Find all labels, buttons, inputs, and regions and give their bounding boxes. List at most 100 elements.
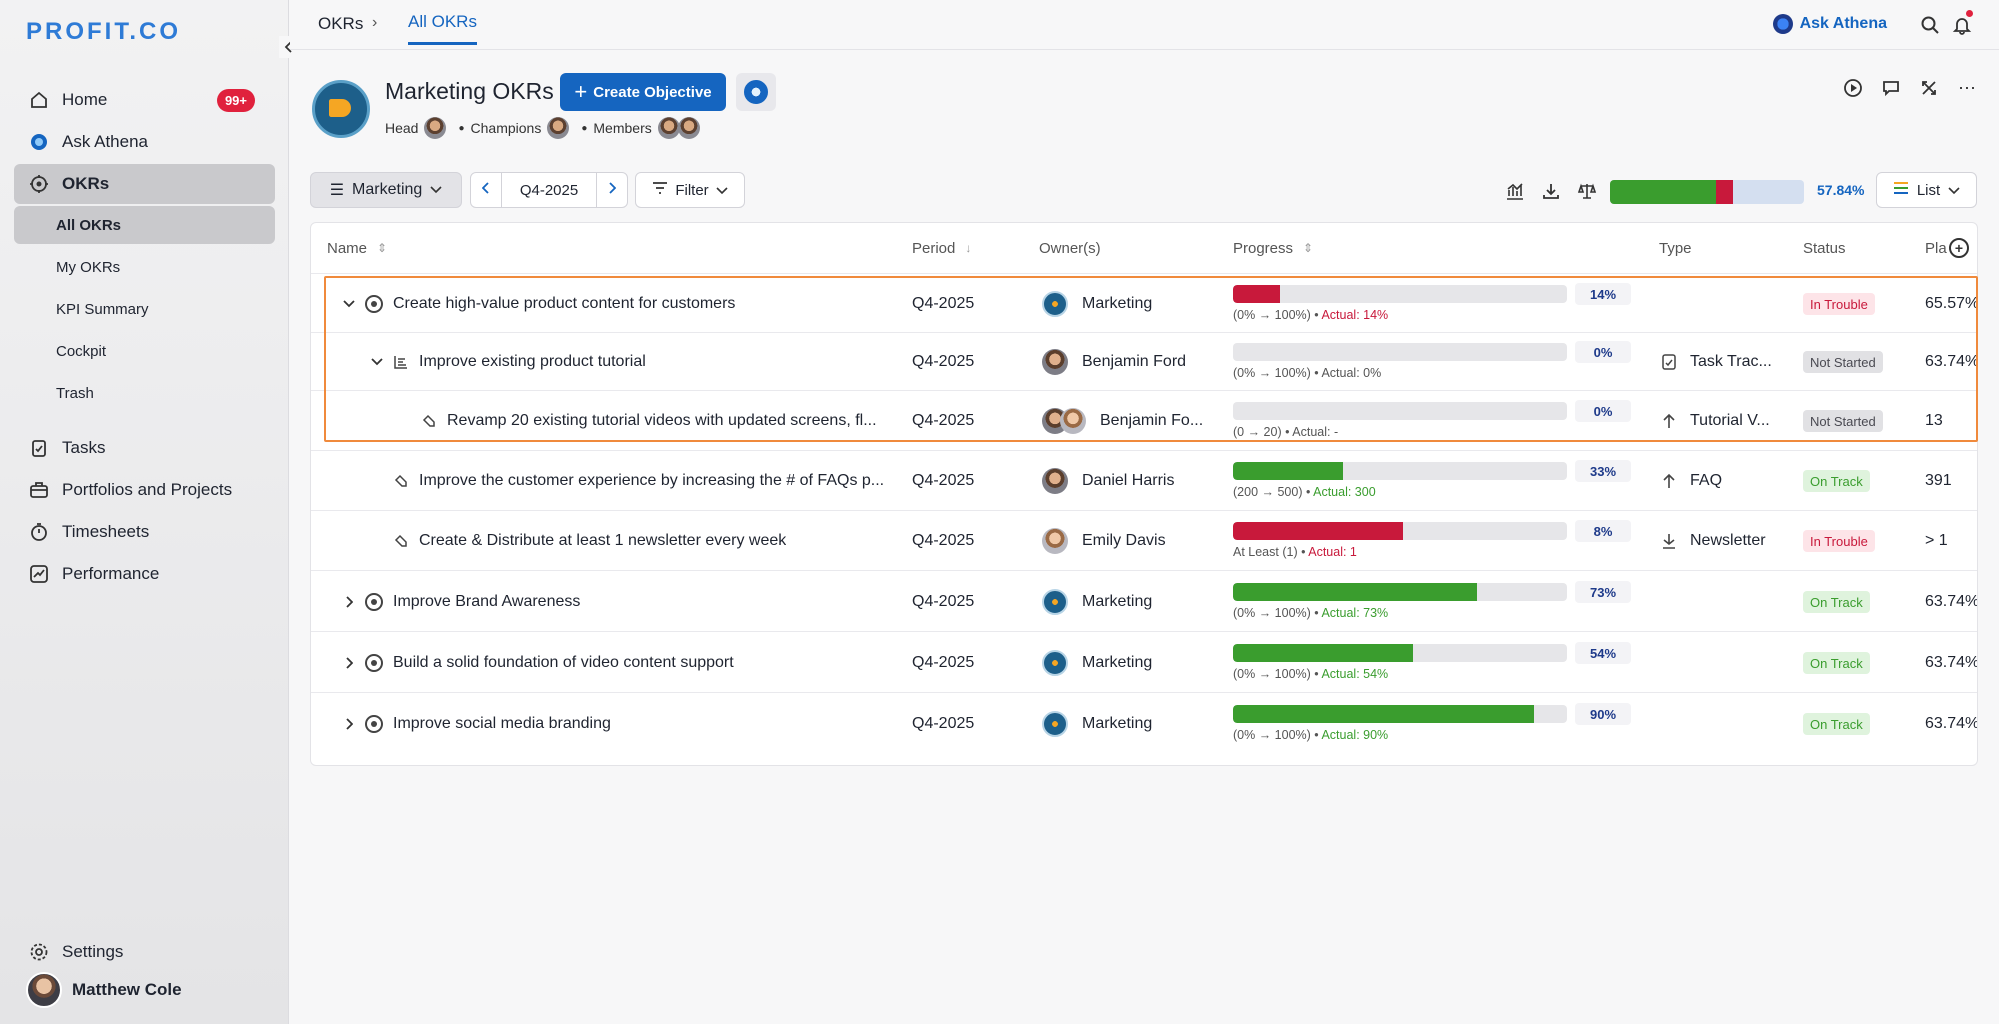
table-row[interactable]: Create high-value product content for cu… (311, 273, 1977, 332)
chevron-down-icon (716, 182, 728, 199)
sidebar-item-timesheets[interactable]: Timesheets (14, 512, 275, 552)
column-label: Status (1803, 239, 1846, 257)
avatar (26, 972, 62, 1008)
owner-cell[interactable]: Marketing (1042, 290, 1222, 318)
sidebar-item-portfolios[interactable]: Portfolios and Projects (14, 470, 275, 510)
column-header-name[interactable]: Name ⇕ (327, 223, 387, 273)
column-header-type[interactable]: Type (1659, 223, 1692, 273)
sidebar-sub-trash[interactable]: Trash (56, 384, 94, 402)
table-row[interactable]: Build a solid foundation of video conten… (311, 631, 1977, 692)
period-selector[interactable]: Q4-2025 (501, 172, 597, 208)
chevron-right-icon[interactable] (339, 592, 359, 612)
okr-name[interactable]: Revamp 20 existing tutorial videos with … (447, 412, 877, 429)
menu-icon: ☰ (329, 182, 345, 199)
plus-icon: + (574, 79, 588, 104)
collapse-arrows-icon[interactable] (1917, 76, 1941, 100)
progress-detail: (0% → 100%) • Actual: 14% (1233, 308, 1388, 322)
owner-cell[interactable]: Marketing (1042, 588, 1222, 616)
chevron-right-icon[interactable] (339, 653, 359, 673)
progress-range: At Least (1) • (1233, 545, 1309, 559)
objective-target-icon (365, 593, 383, 611)
table-row[interactable]: Improve social media branding Q4-2025 Mark… (311, 692, 1977, 753)
athena-robot-icon (744, 80, 768, 104)
sidebar-item-home[interactable]: Home 99+ (14, 80, 275, 120)
download-icon[interactable] (1540, 180, 1562, 202)
user-profile[interactable]: Matthew Cole (26, 972, 182, 1008)
next-period-button[interactable] (596, 172, 628, 208)
topbar: OKRs › All OKRs Ask Athena (290, 0, 1999, 50)
analytics-icon[interactable] (1504, 180, 1526, 202)
brand-logo[interactable]: PROFIT.CO (26, 18, 182, 45)
progress-percent: 8% (1575, 520, 1631, 542)
sidebar-item-settings[interactable]: Settings (14, 932, 275, 972)
head-avatar[interactable] (424, 117, 447, 139)
owner-cell[interactable]: Marketing (1042, 649, 1222, 677)
view-selector[interactable]: List (1876, 172, 1977, 208)
column-header-period[interactable]: Period ↓ (912, 223, 971, 273)
okr-table: Name ⇕ Period ↓ Owner(s) Progress ⇕ Type St… (310, 222, 1978, 766)
table-row[interactable]: Improve the customer experience by incre… (311, 450, 1977, 510)
member-avatar[interactable] (677, 117, 700, 139)
chevron-down-icon[interactable] (339, 294, 359, 314)
column-header-plan[interactable]: Pla (1925, 223, 1947, 273)
balance-scale-icon[interactable] (1576, 180, 1598, 202)
table-row[interactable]: Improve Brand Awareness Q4-2025 Marketing 7… (311, 570, 1977, 631)
previous-period-button[interactable] (470, 172, 502, 208)
add-column-icon[interactable]: + (1949, 238, 1969, 258)
chevron-right-icon[interactable] (339, 714, 359, 734)
sidebar-sub-cockpit[interactable]: Cockpit (56, 342, 107, 360)
search-icon[interactable] (1919, 14, 1941, 36)
sidebar-item-ask-athena[interactable]: Ask Athena (14, 122, 275, 162)
filter-button[interactable]: Filter (635, 172, 745, 208)
sidebar-item-label: Home (62, 90, 108, 109)
owner-cell[interactable]: Benjamin Ford (1042, 348, 1222, 376)
list-view-icon (1893, 181, 1909, 199)
owner-cell[interactable]: Daniel Harris (1042, 467, 1222, 495)
breadcrumb-okrs[interactable]: OKRs (318, 14, 364, 33)
play-icon[interactable] (1841, 76, 1865, 100)
progress-fill (1233, 522, 1400, 540)
okr-name[interactable]: Create high-value product content for cu… (393, 295, 736, 312)
table-row[interactable]: Revamp 20 existing tutorial videos with … (311, 390, 1977, 450)
create-objective-button[interactable]: + Create Objective (560, 73, 726, 111)
okr-name[interactable]: Improve the customer experience by incre… (419, 472, 885, 489)
sidebar-item-performance[interactable]: Performance (14, 554, 275, 594)
column-header-status[interactable]: Status (1803, 223, 1846, 273)
okr-name[interactable]: Improve Brand Awareness (393, 593, 581, 610)
group-selector[interactable]: ☰ Marketing (310, 172, 462, 208)
athena-assistant-button[interactable] (736, 73, 776, 111)
owner-name: Marketing (1082, 715, 1153, 732)
sidebar-item-tasks[interactable]: Tasks (14, 428, 275, 468)
owner-cell[interactable]: Emily Davis (1042, 527, 1222, 555)
okr-name[interactable]: Improve existing product tutorial (419, 353, 646, 370)
owner-cell[interactable]: Benjamin Fo... (1042, 407, 1222, 435)
period-cell: Q4-2025 (912, 593, 975, 610)
owner-cell[interactable]: Marketing (1042, 710, 1222, 738)
owner-name: Benjamin Ford (1082, 353, 1187, 370)
bell-icon[interactable] (1951, 14, 1973, 36)
sidebar-item-okrs[interactable]: OKRs (14, 164, 275, 204)
column-header-progress[interactable]: Progress ⇕ (1233, 223, 1313, 273)
table-row[interactable]: Improve existing product tutorial Q4-2025… (311, 332, 1977, 390)
head-label: Head (385, 120, 419, 136)
more-options-icon[interactable]: ⋯ (1958, 77, 1976, 98)
okr-name[interactable]: Build a solid foundation of video conten… (393, 654, 734, 671)
status-badge: On Track (1803, 591, 1870, 613)
name-cell: Create & Distribute at least 1 newslette… (367, 529, 891, 553)
tab-all-okrs[interactable]: All OKRs (408, 12, 477, 45)
ask-athena-button[interactable]: Ask Athena (1772, 14, 1887, 34)
okr-name[interactable]: Create & Distribute at least 1 newslette… (419, 532, 787, 549)
chevron-down-icon[interactable] (367, 352, 387, 372)
team-members-line: Head ● Champions ● Members (385, 117, 706, 139)
sidebar-sub-my-okrs[interactable]: My OKRs (56, 258, 121, 276)
stopwatch-icon (28, 521, 50, 543)
progress-actual: Actual: 73% (1321, 606, 1389, 620)
champion-avatar[interactable] (547, 117, 570, 139)
sidebar-sub-kpi-summary[interactable]: KPI Summary (56, 300, 149, 318)
okr-name[interactable]: Improve social media branding (393, 715, 611, 732)
table-row[interactable]: Create & Distribute at least 1 newslette… (311, 510, 1977, 570)
comment-icon[interactable] (1879, 76, 1903, 100)
member-avatar[interactable] (657, 117, 680, 139)
column-header-owners[interactable]: Owner(s) (1039, 223, 1101, 273)
sidebar-sub-all-okrs[interactable]: All OKRs (14, 206, 275, 244)
